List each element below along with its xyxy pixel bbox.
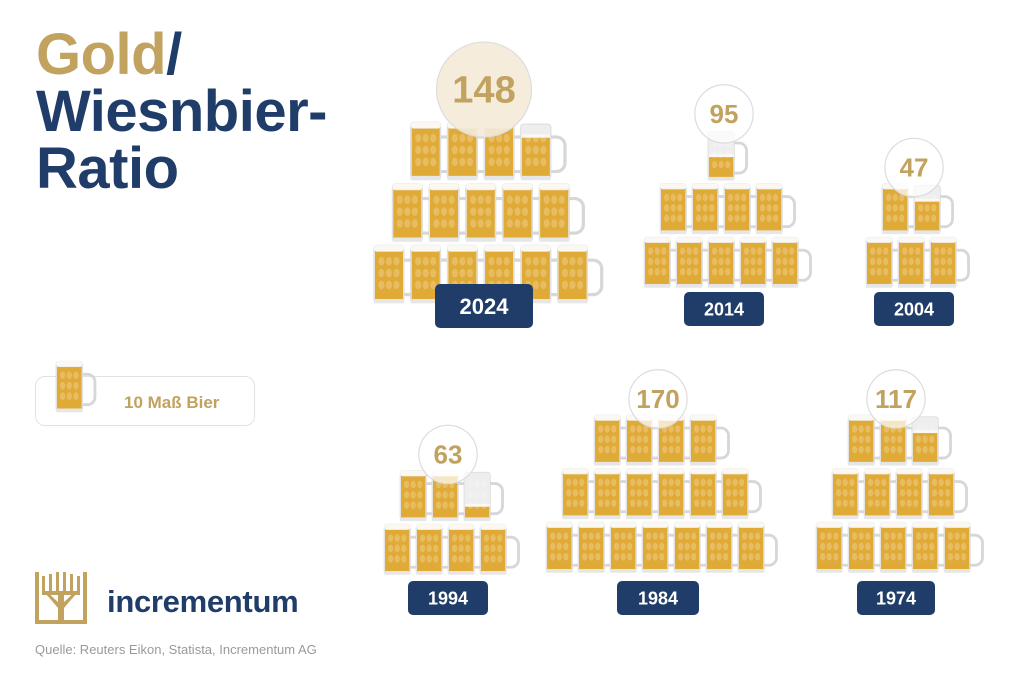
beer-mug: [739, 236, 780, 288]
value-label: 170: [636, 384, 679, 414]
year-label: 2004: [894, 299, 934, 319]
beer-mug: [520, 123, 567, 181]
stack-1974: 117 1974: [815, 369, 984, 615]
year-badge: [874, 292, 954, 326]
chart-title: Gold/ Wiesnbier- Ratio: [36, 26, 327, 198]
year-badge: [857, 581, 935, 615]
value-circle: [884, 137, 944, 198]
beer-mug: [447, 523, 488, 575]
value-label: 47: [900, 152, 929, 182]
incrementum-logo: incrementum: [33, 572, 333, 628]
year-badge: [408, 581, 488, 615]
beer-mug: [771, 236, 812, 288]
stack-2024: 148 2024: [373, 41, 604, 328]
beer-mug: [815, 521, 857, 573]
beer-mug: [929, 236, 970, 288]
beer-mug: [428, 183, 475, 242]
beer-mug: [755, 183, 796, 235]
beer-mug: [913, 184, 954, 235]
value-circle: [435, 41, 533, 138]
value-label: 148: [452, 70, 515, 112]
beer-mug: [689, 414, 730, 466]
title-slash: /: [166, 22, 182, 87]
tree-logo-icon: [35, 572, 87, 624]
beer-mug: [557, 244, 604, 304]
beer-mug: [501, 183, 549, 242]
beer-mug: [577, 521, 619, 573]
brand-name: incrementum: [107, 584, 299, 619]
beer-mug: [55, 360, 97, 413]
beer-mug: [383, 523, 425, 575]
beer-mug: [609, 521, 651, 573]
stack-1984: 170 1984: [545, 369, 778, 615]
beer-mug: [943, 521, 984, 573]
beer-mug: [895, 468, 936, 520]
value-circle: [866, 369, 926, 429]
year-label: 2024: [460, 294, 510, 319]
beer-mug: [538, 183, 585, 242]
beer-mug: [657, 468, 698, 520]
year-label: 1974: [876, 588, 916, 608]
beer-mug: [479, 523, 520, 575]
title-gold: Gold: [36, 22, 167, 87]
value-circle: [628, 369, 688, 429]
year-badge: [435, 284, 533, 328]
beer-mug: [707, 131, 748, 181]
year-label: 2014: [704, 299, 744, 319]
beer-mug: [723, 183, 764, 235]
beer-mug: [707, 236, 748, 288]
title-line2: Wiesnbier-: [36, 79, 327, 144]
value-label: 63: [434, 439, 463, 469]
legend: 10 Maß Bier: [35, 360, 255, 426]
beer-mug: [625, 414, 666, 466]
beer-mug: [927, 468, 968, 520]
source-note: Quelle: Reuters Eikon, Statista, Increme…: [35, 642, 317, 657]
beer-mug: [847, 521, 889, 573]
year-label: 1994: [428, 588, 468, 608]
stack-2014: 95 2014: [643, 84, 812, 326]
legend-label: 10 Maß Bier: [124, 393, 220, 412]
beer-mug: [673, 521, 714, 573]
year-badge: [617, 581, 699, 615]
beer-mug: [721, 468, 762, 520]
beer-mug: [593, 414, 635, 466]
value-label: 117: [875, 384, 917, 414]
beer-mug: [463, 471, 504, 522]
beer-mug: [675, 236, 717, 288]
title-line3: Ratio: [36, 136, 179, 201]
beer-mug: [593, 468, 635, 520]
beer-mug: [847, 414, 889, 466]
value-circle: [418, 424, 478, 485]
beer-mug: [737, 521, 778, 573]
value-circle: [694, 84, 754, 144]
stack-2004: 47 2004: [865, 137, 970, 326]
beer-mug: [410, 244, 457, 304]
beer-mug: [879, 521, 920, 573]
beer-mug-icon: [55, 360, 97, 413]
beer-mug: [865, 236, 907, 288]
value-label: 95: [710, 99, 739, 129]
beer-mug: [831, 468, 873, 520]
beer-mug: [705, 521, 746, 573]
stack-1994: 63 1994: [383, 424, 520, 615]
year-badge: [684, 292, 764, 326]
year-label: 1984: [638, 588, 678, 608]
beer-mug: [689, 468, 730, 520]
beer-mug: [911, 416, 952, 466]
beer-mug: [897, 236, 938, 288]
